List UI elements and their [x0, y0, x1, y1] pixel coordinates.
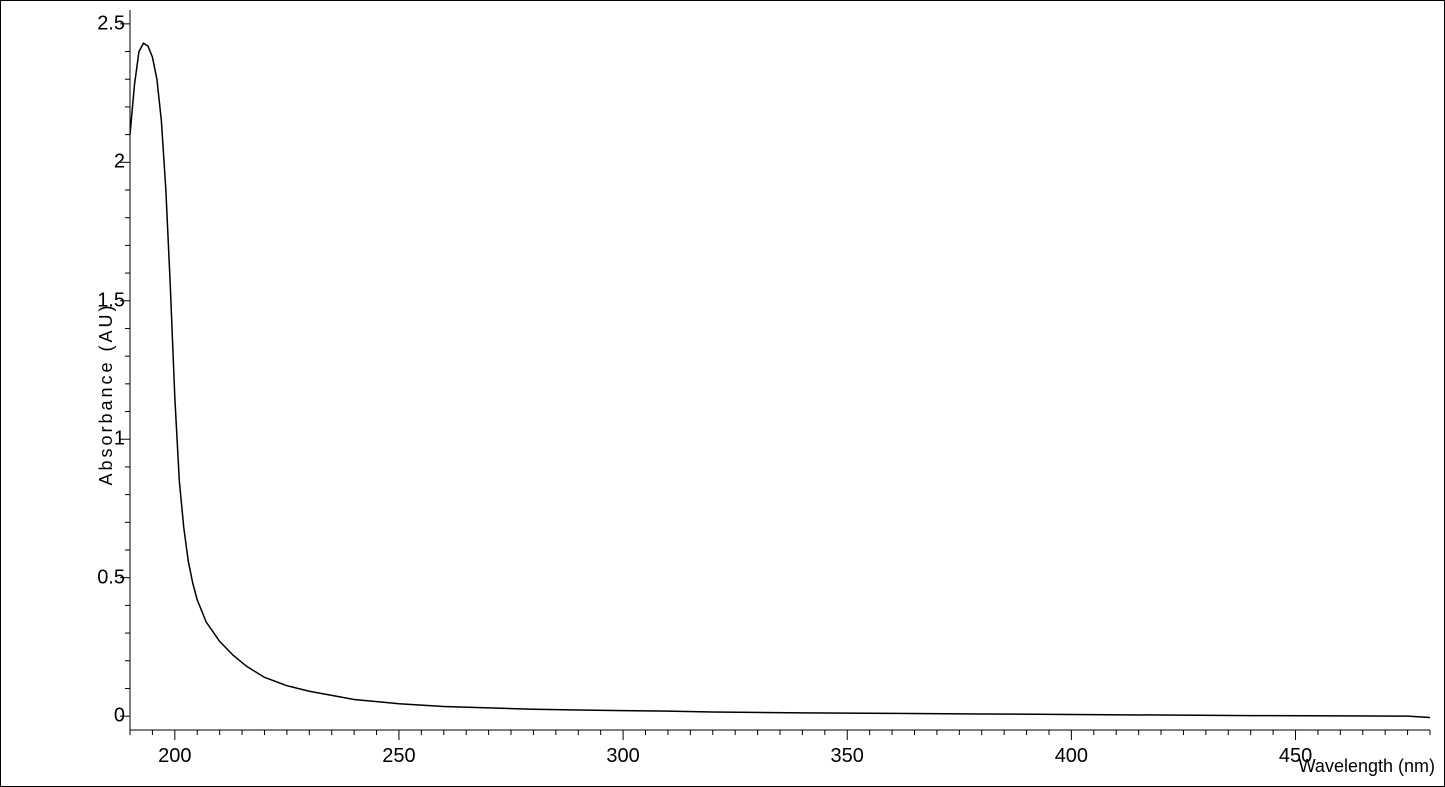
- y-tick-label: 1: [114, 428, 125, 451]
- chart-plot: [130, 10, 1430, 750]
- y-tick-label: 0.5: [97, 566, 125, 589]
- x-tick-label: 400: [1055, 745, 1088, 768]
- y-tick-label: 0: [114, 705, 125, 728]
- x-tick-label: 200: [158, 745, 191, 768]
- x-axis-title: Wavelength (nm): [1299, 756, 1435, 777]
- y-tick-label: 1.5: [97, 289, 125, 312]
- x-tick-label: 250: [382, 745, 415, 768]
- x-tick-label: 350: [831, 745, 864, 768]
- x-tick-label: 450: [1279, 745, 1312, 768]
- y-tick-label: 2.5: [97, 12, 125, 35]
- x-tick-label: 300: [606, 745, 639, 768]
- y-axis-title: Absorbance (AU): [96, 302, 117, 485]
- y-tick-label: 2: [114, 151, 125, 174]
